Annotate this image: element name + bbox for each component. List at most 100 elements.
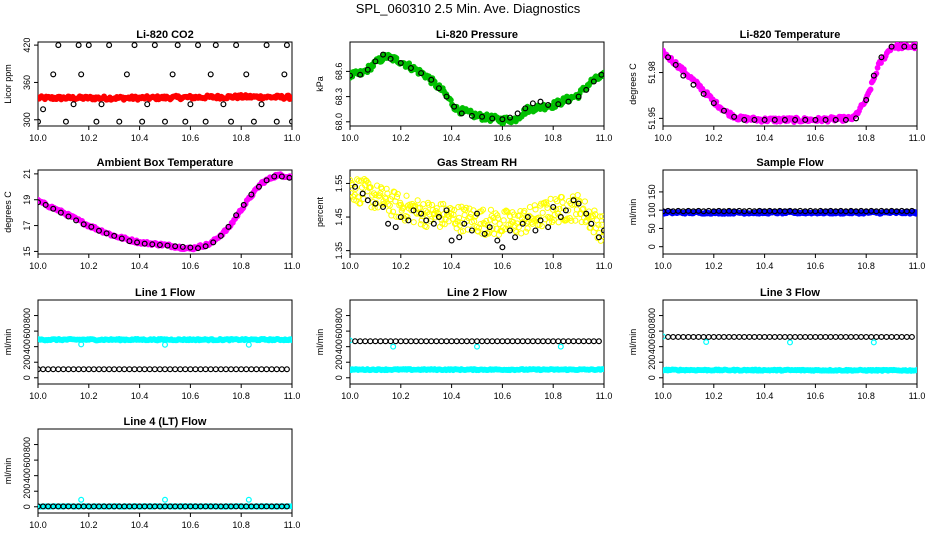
data-point xyxy=(720,107,727,114)
data-point xyxy=(665,54,672,61)
data-point xyxy=(867,86,874,93)
data-point xyxy=(202,118,209,125)
x-tick-label: 11.0 xyxy=(909,133,926,143)
data-point xyxy=(443,338,450,345)
data-point xyxy=(741,333,748,340)
data-point xyxy=(243,366,250,373)
data-point xyxy=(443,93,450,100)
data-point xyxy=(195,245,202,252)
data-point xyxy=(847,333,854,340)
x-tick-label: 10.2 xyxy=(705,261,723,271)
data-point xyxy=(407,338,414,345)
data-point xyxy=(146,366,153,373)
y-tick-label: 51.95 xyxy=(647,107,657,130)
x-tick-label: 10.8 xyxy=(232,133,250,143)
data-point xyxy=(873,333,880,340)
plot-area xyxy=(38,171,292,253)
data-point xyxy=(544,204,551,211)
data-point xyxy=(832,116,839,123)
data-point xyxy=(751,116,758,123)
data-point xyxy=(731,113,738,120)
panel-title: Sample Flow xyxy=(756,157,824,169)
data-point xyxy=(853,333,860,340)
data-point xyxy=(42,201,49,208)
y-tick-label: 400 xyxy=(647,339,657,354)
data-point xyxy=(590,78,597,85)
data-point xyxy=(579,206,586,213)
data-point xyxy=(901,43,908,50)
data-point xyxy=(503,208,510,215)
panel-line1: Line 1 Flow ml/min 10.0 10.2 10.4 10.6 10.8 11.… xyxy=(3,287,300,401)
data-point xyxy=(479,113,486,120)
data-point xyxy=(220,101,227,108)
data-point xyxy=(853,115,860,122)
data-point xyxy=(197,366,204,373)
data-point xyxy=(588,220,595,227)
data-point xyxy=(380,51,387,58)
x-tick-label: 10.4 xyxy=(443,391,461,401)
data-point xyxy=(529,100,536,107)
panel-title: Li-820 Pressure xyxy=(436,29,518,41)
data-point xyxy=(463,204,470,211)
data-point xyxy=(802,333,809,340)
data-point xyxy=(416,204,424,211)
data-point xyxy=(786,339,793,346)
x-tick-label: 11.0 xyxy=(284,391,301,401)
data-point xyxy=(423,338,430,345)
data-point xyxy=(551,211,558,219)
y-axis-label: ml/min xyxy=(315,329,325,356)
data-point xyxy=(283,42,290,49)
panel-title: Li-820 CO2 xyxy=(136,29,193,41)
data-point xyxy=(700,333,707,340)
data-point xyxy=(169,71,176,78)
data-point xyxy=(868,333,875,340)
y-tick-label: 17 xyxy=(22,221,32,231)
data-point xyxy=(101,366,108,373)
panel-title: Line 3 Flow xyxy=(760,287,820,299)
data-point xyxy=(139,118,146,125)
data-point xyxy=(367,184,374,191)
x-tick-label: 11.0 xyxy=(909,391,926,401)
data-point xyxy=(477,220,484,228)
y-tick-label: 600 xyxy=(647,324,657,339)
y-tick-label: 50 xyxy=(647,223,657,233)
y-axis-label: Licor ppm xyxy=(3,64,13,104)
y-axis-label: ml/min xyxy=(3,458,13,485)
series-dips xyxy=(78,496,252,503)
data-point xyxy=(807,333,814,340)
data-point xyxy=(479,206,487,213)
data-point xyxy=(559,199,566,206)
data-point xyxy=(38,199,41,206)
data-point xyxy=(195,42,202,49)
x-tick-label: 10.0 xyxy=(654,391,672,401)
data-point xyxy=(392,224,399,231)
data-point xyxy=(60,366,67,373)
series-dense xyxy=(350,51,604,126)
data-point xyxy=(389,208,397,215)
y-tick-label: 19 xyxy=(22,195,32,205)
x-tick-label: 10.2 xyxy=(80,133,98,143)
data-point xyxy=(496,220,503,228)
data-point xyxy=(517,208,524,215)
plot-area xyxy=(350,51,604,126)
series-averages xyxy=(665,333,915,340)
data-point xyxy=(507,114,514,121)
y-tick-label: 600 xyxy=(22,324,32,339)
data-point xyxy=(574,192,581,199)
x-tick-label: 11.0 xyxy=(596,261,613,271)
data-point xyxy=(463,338,470,345)
data-point xyxy=(65,213,72,220)
data-point xyxy=(680,72,687,79)
series-dense xyxy=(38,171,292,253)
data-point xyxy=(225,223,232,230)
y-tick-label: 100 xyxy=(647,203,657,218)
x-tick-label: 11.0 xyxy=(596,391,613,401)
data-point xyxy=(55,42,62,49)
data-point xyxy=(448,237,455,244)
data-point xyxy=(397,338,404,345)
data-point xyxy=(545,224,552,231)
x-tick-label: 10.8 xyxy=(232,391,250,401)
data-point xyxy=(451,206,458,214)
data-point xyxy=(507,227,514,234)
y-tick-label: 0 xyxy=(22,375,32,380)
